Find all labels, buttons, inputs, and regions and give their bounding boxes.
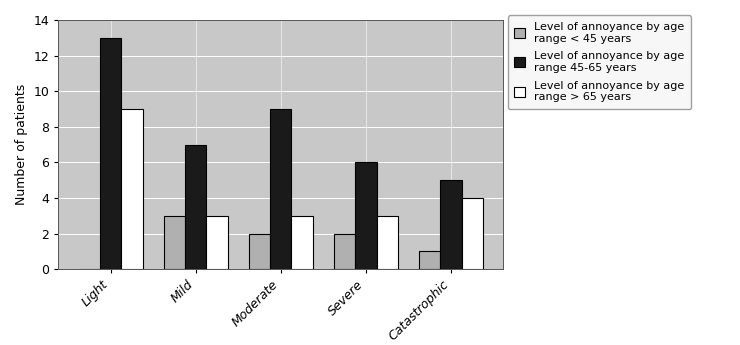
Bar — [419, 251, 440, 269]
Bar — [100, 38, 121, 269]
Bar — [249, 234, 270, 269]
Bar — [440, 180, 462, 269]
Bar — [164, 216, 185, 269]
Bar — [462, 198, 483, 269]
Bar — [292, 216, 313, 269]
Bar — [185, 145, 206, 269]
Bar — [334, 234, 355, 269]
Bar — [377, 216, 398, 269]
Legend: Level of annoyance by age
range < 45 years, Level of annoyance by age
range 45-6: Level of annoyance by age range < 45 yea… — [508, 15, 691, 109]
Bar — [206, 216, 228, 269]
Bar — [270, 109, 292, 269]
Bar — [121, 109, 143, 269]
Y-axis label: Number of patients: Number of patients — [15, 84, 28, 205]
Bar — [355, 162, 377, 269]
